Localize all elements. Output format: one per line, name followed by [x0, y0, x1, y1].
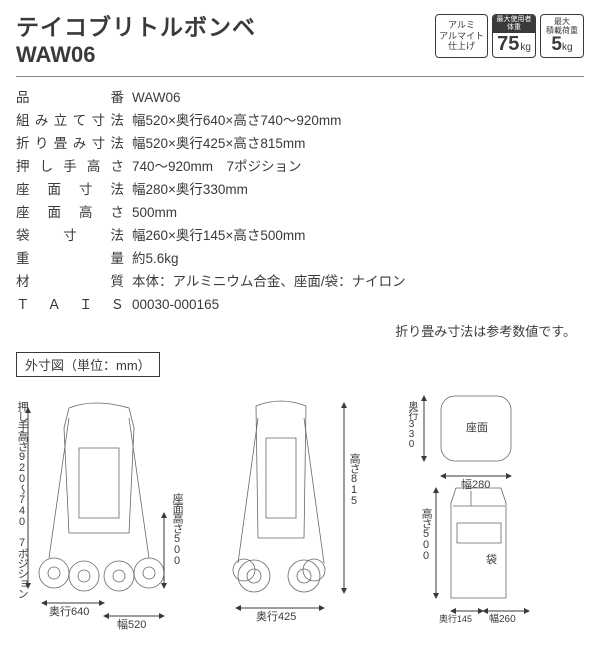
spec-label: 押し手高さ [16, 156, 124, 179]
badge-load-unit: kg [562, 42, 573, 53]
spec-value: 本体：アルミニウム合金、座面/袋：ナイロン [132, 271, 406, 294]
dim-depth2: 奥行425 [256, 609, 296, 623]
spec-row: 押し手高さ 740〜920mm 7ポジション [16, 156, 584, 179]
bag-depth: 奥行145 [439, 613, 472, 624]
spec-value: 幅260×奥行145×高さ500mm [132, 225, 305, 248]
spec-row: 重量約5.6kg [16, 248, 584, 271]
badge-user-weight: 最大使用者 体重 75kg [492, 14, 536, 58]
badge-finish-l3: 仕上げ [448, 41, 475, 51]
seat-depth-label: 奥行330 [406, 401, 417, 449]
badge-weight-unit: kg [520, 42, 531, 53]
spec-row: 座面高さ 500mm [16, 202, 584, 225]
spec-value: 約5.6kg [132, 248, 179, 271]
spec-label: 座面寸法 [16, 179, 124, 202]
spec-value: 幅520×奥行640×高さ740〜920mm [132, 110, 341, 133]
spec-label: 材質 [16, 271, 124, 294]
spec-row: 袋寸法幅260×奥行145×高さ500mm [16, 225, 584, 248]
badge-finish-l2: アルマイト [439, 31, 484, 41]
spec-row: 座面寸法幅280×奥行330mm [16, 179, 584, 202]
spec-value: 幅280×奥行330mm [132, 179, 248, 202]
note: 折り畳み寸法は参考数値です。 [16, 321, 584, 340]
spec-row: 材質本体：アルミニウム合金、座面/袋：ナイロン [16, 271, 584, 294]
spec-table: 品番WAW06組み立て寸法幅520×奥行640×高さ740〜920mm折り畳み寸… [16, 87, 584, 316]
bag-label: 袋 [486, 552, 497, 566]
title-block: テイコブリトルボンベ WAW06 [16, 14, 431, 68]
diagrams: 奥行640 幅520 奥行425 座面 幅280 [16, 383, 584, 633]
spec-row: 組み立て寸法幅520×奥行640×高さ740〜920mm [16, 110, 584, 133]
badge-weight-label: 最大使用者 体重 [493, 15, 535, 32]
seat-height-label: 座面高さ500 [171, 493, 183, 566]
spec-row: 品番 WAW06 [16, 87, 584, 110]
spec-row: 折り畳み寸法幅520×奥行425×高さ815mm [16, 133, 584, 156]
seat-label: 座面 [466, 420, 488, 434]
badge-finish: アルミ アルマイト 仕上げ [435, 14, 488, 58]
spec-label: 座面高さ [16, 202, 124, 225]
badge-load-label: 最大 積載荷重 [546, 18, 578, 36]
badges: アルミ アルマイト 仕上げ 最大使用者 体重 75kg 最大 積載荷重 5kg [435, 14, 584, 58]
seat-width: 幅280 [461, 478, 490, 491]
folded-height-label: 高さ815 [348, 453, 360, 506]
spec-label: 重量 [16, 248, 124, 271]
spec-value: 740〜920mm 7ポジション [132, 156, 302, 179]
spec-value: 500mm [132, 202, 177, 225]
product-model: WAW06 [16, 42, 431, 68]
diagram-title: 外寸図（単位：mm） [16, 352, 160, 377]
spec-label: ＴＡＩＳ [16, 294, 124, 317]
spec-value: 幅520×奥行425×高さ815mm [132, 133, 305, 156]
badge-load-value: 5 [551, 34, 562, 55]
dim-width1: 幅520 [117, 618, 146, 631]
handle-height-label: 押し手高さ920〜740 7ポジション [16, 401, 28, 598]
spec-label: 品番 [16, 87, 124, 110]
diagram-svg: 奥行640 幅520 奥行425 座面 幅280 [16, 383, 584, 633]
badge-weight-value: 75 [497, 33, 519, 55]
bag-height-label: 高さ500 [420, 508, 432, 561]
spec-value: WAW06 [132, 87, 181, 110]
spec-label: 袋寸法 [16, 225, 124, 248]
spec-value: 00030-000165 [132, 294, 219, 317]
dim-depth1: 奥行640 [49, 604, 89, 618]
spec-row: ＴＡＩＳ 00030-000165 [16, 294, 584, 317]
badge-finish-l1: アルミ [448, 20, 475, 30]
spec-label: 組み立て寸法 [16, 110, 124, 133]
spec-label: 折り畳み寸法 [16, 133, 124, 156]
badge-load: 最大 積載荷重 5kg [540, 14, 584, 58]
product-title: テイコブリトルボンベ [16, 14, 431, 40]
header-row: テイコブリトルボンベ WAW06 アルミ アルマイト 仕上げ 最大使用者 体重 … [16, 14, 584, 68]
bag-width: 幅260 [489, 612, 516, 625]
divider [16, 76, 584, 77]
